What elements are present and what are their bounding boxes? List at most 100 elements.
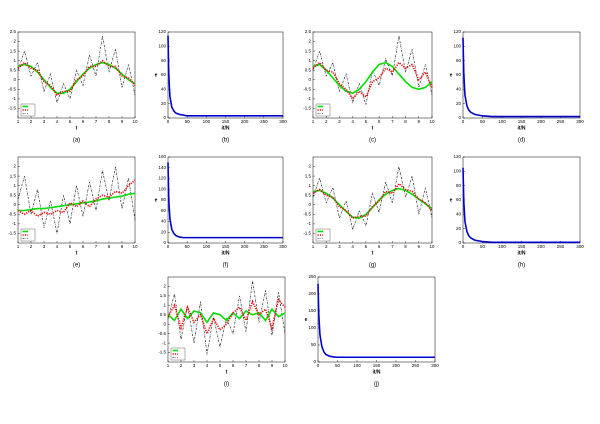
y-tick-label: 0 bbox=[163, 321, 166, 326]
y-tick-label: -1 bbox=[12, 221, 16, 226]
plot-area bbox=[167, 31, 284, 119]
x-tick-label: 300 bbox=[279, 244, 287, 249]
y-tick-label: 1.5 bbox=[10, 173, 17, 178]
x-tick-label: 1 bbox=[167, 363, 170, 368]
y-tick-label: -1 bbox=[12, 96, 16, 101]
y-tick-label: 2.5 bbox=[305, 29, 312, 34]
series-line bbox=[462, 37, 580, 118]
series-line bbox=[17, 59, 136, 97]
y-tick-label: 100 bbox=[453, 44, 461, 49]
y-tick-label: 80 bbox=[161, 197, 167, 202]
x-tick-label: 200 bbox=[241, 244, 249, 249]
y-tick-label: 120 bbox=[158, 29, 166, 34]
y-tick-label: -1 bbox=[162, 340, 166, 345]
x-tick-label: 10 bbox=[132, 119, 138, 124]
x-tick-label: 7 bbox=[95, 119, 98, 124]
x-tick-label: 300 bbox=[576, 119, 584, 124]
x-tick-label: 3 bbox=[338, 244, 341, 249]
plot-area bbox=[17, 31, 136, 119]
x-tick-label: 200 bbox=[537, 119, 545, 124]
caption: (j) bbox=[374, 382, 379, 388]
y-tick-label: 100 bbox=[453, 169, 461, 174]
x-tick-label: 100 bbox=[498, 119, 506, 124]
series-line bbox=[312, 61, 433, 101]
y-tick-label: 40 bbox=[456, 87, 462, 92]
series-line bbox=[312, 61, 433, 95]
x-tick-label: 50 bbox=[185, 244, 191, 249]
x-tick-label: 5 bbox=[365, 244, 368, 249]
x-tick-label: 5 bbox=[219, 363, 222, 368]
x-tick-label: 4 bbox=[351, 119, 354, 124]
series-line bbox=[167, 280, 286, 355]
y-tick-label: 1.5 bbox=[160, 293, 167, 298]
caption: (h) bbox=[518, 263, 525, 269]
caption: (g) bbox=[369, 263, 376, 269]
x-tick-label: 100 bbox=[203, 119, 211, 124]
x-tick-label: 1 bbox=[312, 244, 315, 249]
x-tick-label: 5 bbox=[69, 244, 72, 249]
caption: (f) bbox=[223, 263, 229, 269]
x-tick-label: 4 bbox=[206, 363, 209, 368]
y-tick-label: 1 bbox=[308, 183, 311, 188]
series-line bbox=[167, 162, 283, 239]
x-tick-label: 9 bbox=[121, 244, 124, 249]
x-tick-label: 9 bbox=[121, 119, 124, 124]
y-tick-label: 1 bbox=[13, 58, 16, 63]
y-tick-label: 2 bbox=[13, 39, 16, 44]
x-axis-label: it/N bbox=[517, 125, 525, 131]
series-line bbox=[167, 35, 283, 117]
x-tick-label: 200 bbox=[392, 363, 400, 368]
caption: (e) bbox=[73, 263, 80, 269]
x-tick-label: 10 bbox=[429, 119, 435, 124]
y-tick-label: -1.5 bbox=[158, 350, 166, 355]
y-tick-label: 0 bbox=[163, 115, 166, 120]
x-tick-label: 50 bbox=[480, 119, 486, 124]
caption: (b) bbox=[222, 138, 229, 144]
x-tick-label: 250 bbox=[557, 119, 565, 124]
y-tick-label: -1.5 bbox=[8, 106, 16, 111]
x-axis-label: it/N bbox=[221, 125, 229, 131]
y-tick-label: 1.5 bbox=[305, 173, 312, 178]
series-line bbox=[312, 182, 433, 220]
x-tick-label: 0 bbox=[167, 119, 170, 124]
y-tick-label: 100 bbox=[158, 186, 166, 191]
x-tick-label: 150 bbox=[222, 244, 230, 249]
y-tick-label: 2.5 bbox=[10, 29, 17, 34]
x-tick-label: 0 bbox=[462, 119, 465, 124]
x-tick-label: 0 bbox=[462, 244, 465, 249]
x-tick-label: 9 bbox=[418, 244, 421, 249]
series-line bbox=[167, 307, 286, 324]
x-tick-label: 50 bbox=[480, 244, 486, 249]
x-tick-label: 150 bbox=[518, 244, 526, 249]
x-axis-label: t bbox=[226, 369, 228, 375]
x-tick-label: 6 bbox=[378, 244, 381, 249]
y-tick-label: 1 bbox=[308, 58, 311, 63]
y-tick-label: 100 bbox=[158, 44, 166, 49]
x-tick-label: 8 bbox=[404, 119, 407, 124]
y-tick-label: 0 bbox=[313, 359, 316, 364]
x-tick-label: 50 bbox=[335, 363, 341, 368]
caption: (c) bbox=[369, 138, 376, 144]
y-tick-label: -0.5 bbox=[158, 331, 166, 336]
y-tick-label: -1 bbox=[307, 96, 311, 101]
x-axis-label: it/N bbox=[517, 250, 525, 256]
x-axis-label: it/N bbox=[221, 250, 229, 256]
y-axis-label: e bbox=[450, 197, 453, 203]
x-tick-label: 2 bbox=[30, 244, 33, 249]
x-tick-label: 200 bbox=[241, 119, 249, 124]
y-tick-label: 60 bbox=[456, 197, 462, 202]
y-tick-label: 1 bbox=[163, 303, 166, 308]
y-axis-label: e bbox=[155, 197, 158, 203]
x-tick-label: 10 bbox=[429, 244, 435, 249]
y-axis-label: e bbox=[450, 72, 453, 78]
y-axis-label: e bbox=[305, 317, 308, 323]
y-tick-label: 200 bbox=[308, 291, 316, 296]
x-tick-label: 6 bbox=[82, 119, 85, 124]
y-tick-label: 2 bbox=[308, 164, 311, 169]
x-tick-label: 300 bbox=[576, 244, 584, 249]
y-tick-label: -1.5 bbox=[8, 231, 16, 236]
y-tick-label: 140 bbox=[158, 165, 166, 170]
plot-area bbox=[462, 31, 581, 119]
caption: (a) bbox=[73, 138, 80, 144]
